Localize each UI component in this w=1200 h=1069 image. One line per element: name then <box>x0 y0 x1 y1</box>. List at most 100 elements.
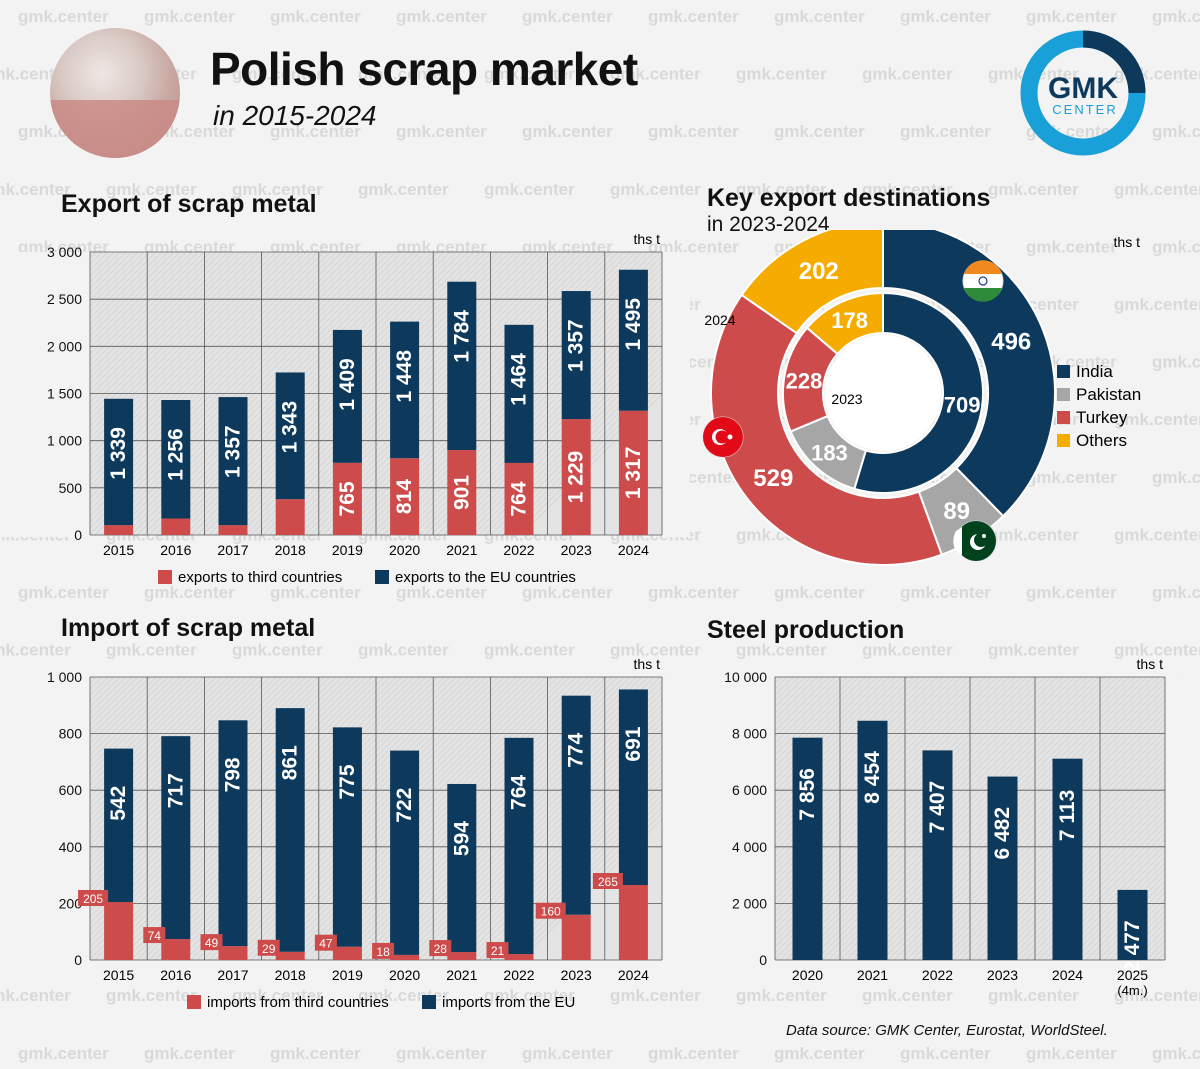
x-tick-label: 2023 <box>987 967 1018 983</box>
third-country-value: 18 <box>376 945 390 959</box>
bar-value-label: 765 <box>336 481 359 516</box>
watermark-text: gmk.center <box>610 641 701 660</box>
bar-segment-third <box>447 952 477 960</box>
y-tick-label: 1 000 <box>47 669 82 685</box>
watermark-text: gmk.center <box>18 583 109 602</box>
watermark-text: gmk.center <box>736 180 827 199</box>
y-tick-label: 1 000 <box>47 433 82 449</box>
x-tick-label: 2024 <box>1052 967 1083 983</box>
legend-swatch <box>1057 411 1070 424</box>
india-flag-icon <box>962 260 1004 302</box>
x-tick-label: 2018 <box>275 542 306 558</box>
third-country-tag <box>143 927 166 944</box>
unit-label: ths t <box>634 656 661 672</box>
plot-hatch <box>971 731 1200 961</box>
bar-value-label: 717 <box>164 773 187 808</box>
third-country-tag <box>314 934 337 951</box>
plot-margin <box>662 252 690 537</box>
y-tick-label: 2 000 <box>732 895 767 911</box>
bar-segment-eu <box>504 324 534 463</box>
plot-hatch <box>779 676 1064 961</box>
legend-label: Pakistan <box>1076 385 1141 404</box>
plot-hatch <box>0 676 139 816</box>
watermark-text: gmk.center <box>1026 7 1117 26</box>
x-tick-label: 2023 <box>561 967 592 983</box>
bar-segment-eu <box>275 372 305 500</box>
y-tick-label: 3 000 <box>47 244 82 260</box>
bar-segment-eu <box>447 783 477 953</box>
pakistan-flag-icon <box>953 520 997 562</box>
legend-swatch <box>1057 388 1070 401</box>
bar-segment-eu <box>390 321 420 459</box>
x-tick-label: 2016 <box>160 967 191 983</box>
donut-slice-turkey <box>710 293 944 566</box>
third-country-tag <box>200 934 223 951</box>
x-tick-label: 2025 <box>1117 967 1148 983</box>
bar-value-label: 691 <box>622 726 645 761</box>
third-country-tag <box>257 939 280 956</box>
bar-value-label: 798 <box>222 757 245 792</box>
x-tick-label: 2024 <box>618 967 649 983</box>
y-tick-label: 600 <box>59 782 83 798</box>
donut-slice-others <box>740 230 884 335</box>
india-flag-green <box>964 288 1002 302</box>
export-section-title: Export of scrap metal <box>61 190 317 218</box>
watermark-text: gmk.center <box>396 122 487 141</box>
x-tick-label: 2020 <box>389 542 420 558</box>
plot-margin <box>690 677 775 962</box>
plot-hatch <box>454 724 690 961</box>
watermark-text: gmk.center <box>232 641 323 660</box>
donut-value-label: 529 <box>753 465 793 492</box>
bar-segment-third <box>275 499 305 535</box>
bar-segment-third <box>161 939 191 960</box>
india-flag-wheel <box>978 276 988 286</box>
source-note: Data source: GMK Center, Eurostat, World… <box>786 1022 1108 1039</box>
watermark-text: gmk.center <box>1114 180 1200 199</box>
watermark-text: gmk.center <box>1152 583 1200 602</box>
third-country-value: 49 <box>205 936 219 950</box>
logo-text-main: GMK <box>1048 72 1118 105</box>
x-tick-label: 2022 <box>503 967 534 983</box>
plot-margin <box>0 677 90 962</box>
watermark-text: gmk.center <box>144 1044 235 1063</box>
bar-value-label: 542 <box>107 786 130 821</box>
plot-hatch <box>977 737 1200 961</box>
bar-value-label: 764 <box>508 775 531 810</box>
watermark-text: gmk.center <box>106 641 197 660</box>
watermark-text: gmk.center <box>270 122 361 141</box>
plot-hatch <box>995 755 1200 961</box>
bar-value-label: 1 229 <box>565 451 588 504</box>
bar-value-label: 1 464 <box>508 353 531 406</box>
plot-hatch <box>106 676 391 961</box>
bar-segment-eu <box>275 708 305 952</box>
watermark-text: gmk.center <box>648 237 739 256</box>
legend-label: imports from the EU <box>442 994 575 1011</box>
bar-segment-eu <box>218 397 248 526</box>
plot-hatch <box>1067 827 1200 961</box>
plot-margin <box>1165 677 1200 962</box>
bar-segment-third <box>447 450 477 535</box>
watermark-text: gmk.center <box>358 641 449 660</box>
watermark-text: gmk.center <box>1114 410 1200 429</box>
x-tick-label: 2015 <box>103 967 134 983</box>
watermark-text: gmk.center <box>396 7 487 26</box>
x-tick-label: 2015 <box>103 542 134 558</box>
legend-swatch <box>187 995 201 1009</box>
page-subtitle: in 2015-2024 <box>213 100 377 131</box>
watermark-text: gmk.center <box>862 641 953 660</box>
watermark-text: gmk.center <box>774 583 865 602</box>
bar-segment-eu <box>104 748 134 902</box>
third-country-tag <box>78 889 109 906</box>
bar <box>922 750 953 960</box>
watermark-text: gmk.center <box>18 237 109 256</box>
watermark-text: gmk.center <box>1026 1044 1117 1063</box>
watermark-text: gmk.center <box>522 583 613 602</box>
watermark-text: gmk.center <box>144 583 235 602</box>
y-tick-label: 6 000 <box>732 782 767 798</box>
y-tick-label: 1 500 <box>47 386 82 402</box>
donut-value-label: 183 <box>811 440 848 465</box>
watermark-text: gmk.center <box>774 7 865 26</box>
plot-hatch <box>690 676 824 811</box>
x-tick-label: 2023 <box>561 542 592 558</box>
watermark-text: gmk.center <box>484 641 575 660</box>
